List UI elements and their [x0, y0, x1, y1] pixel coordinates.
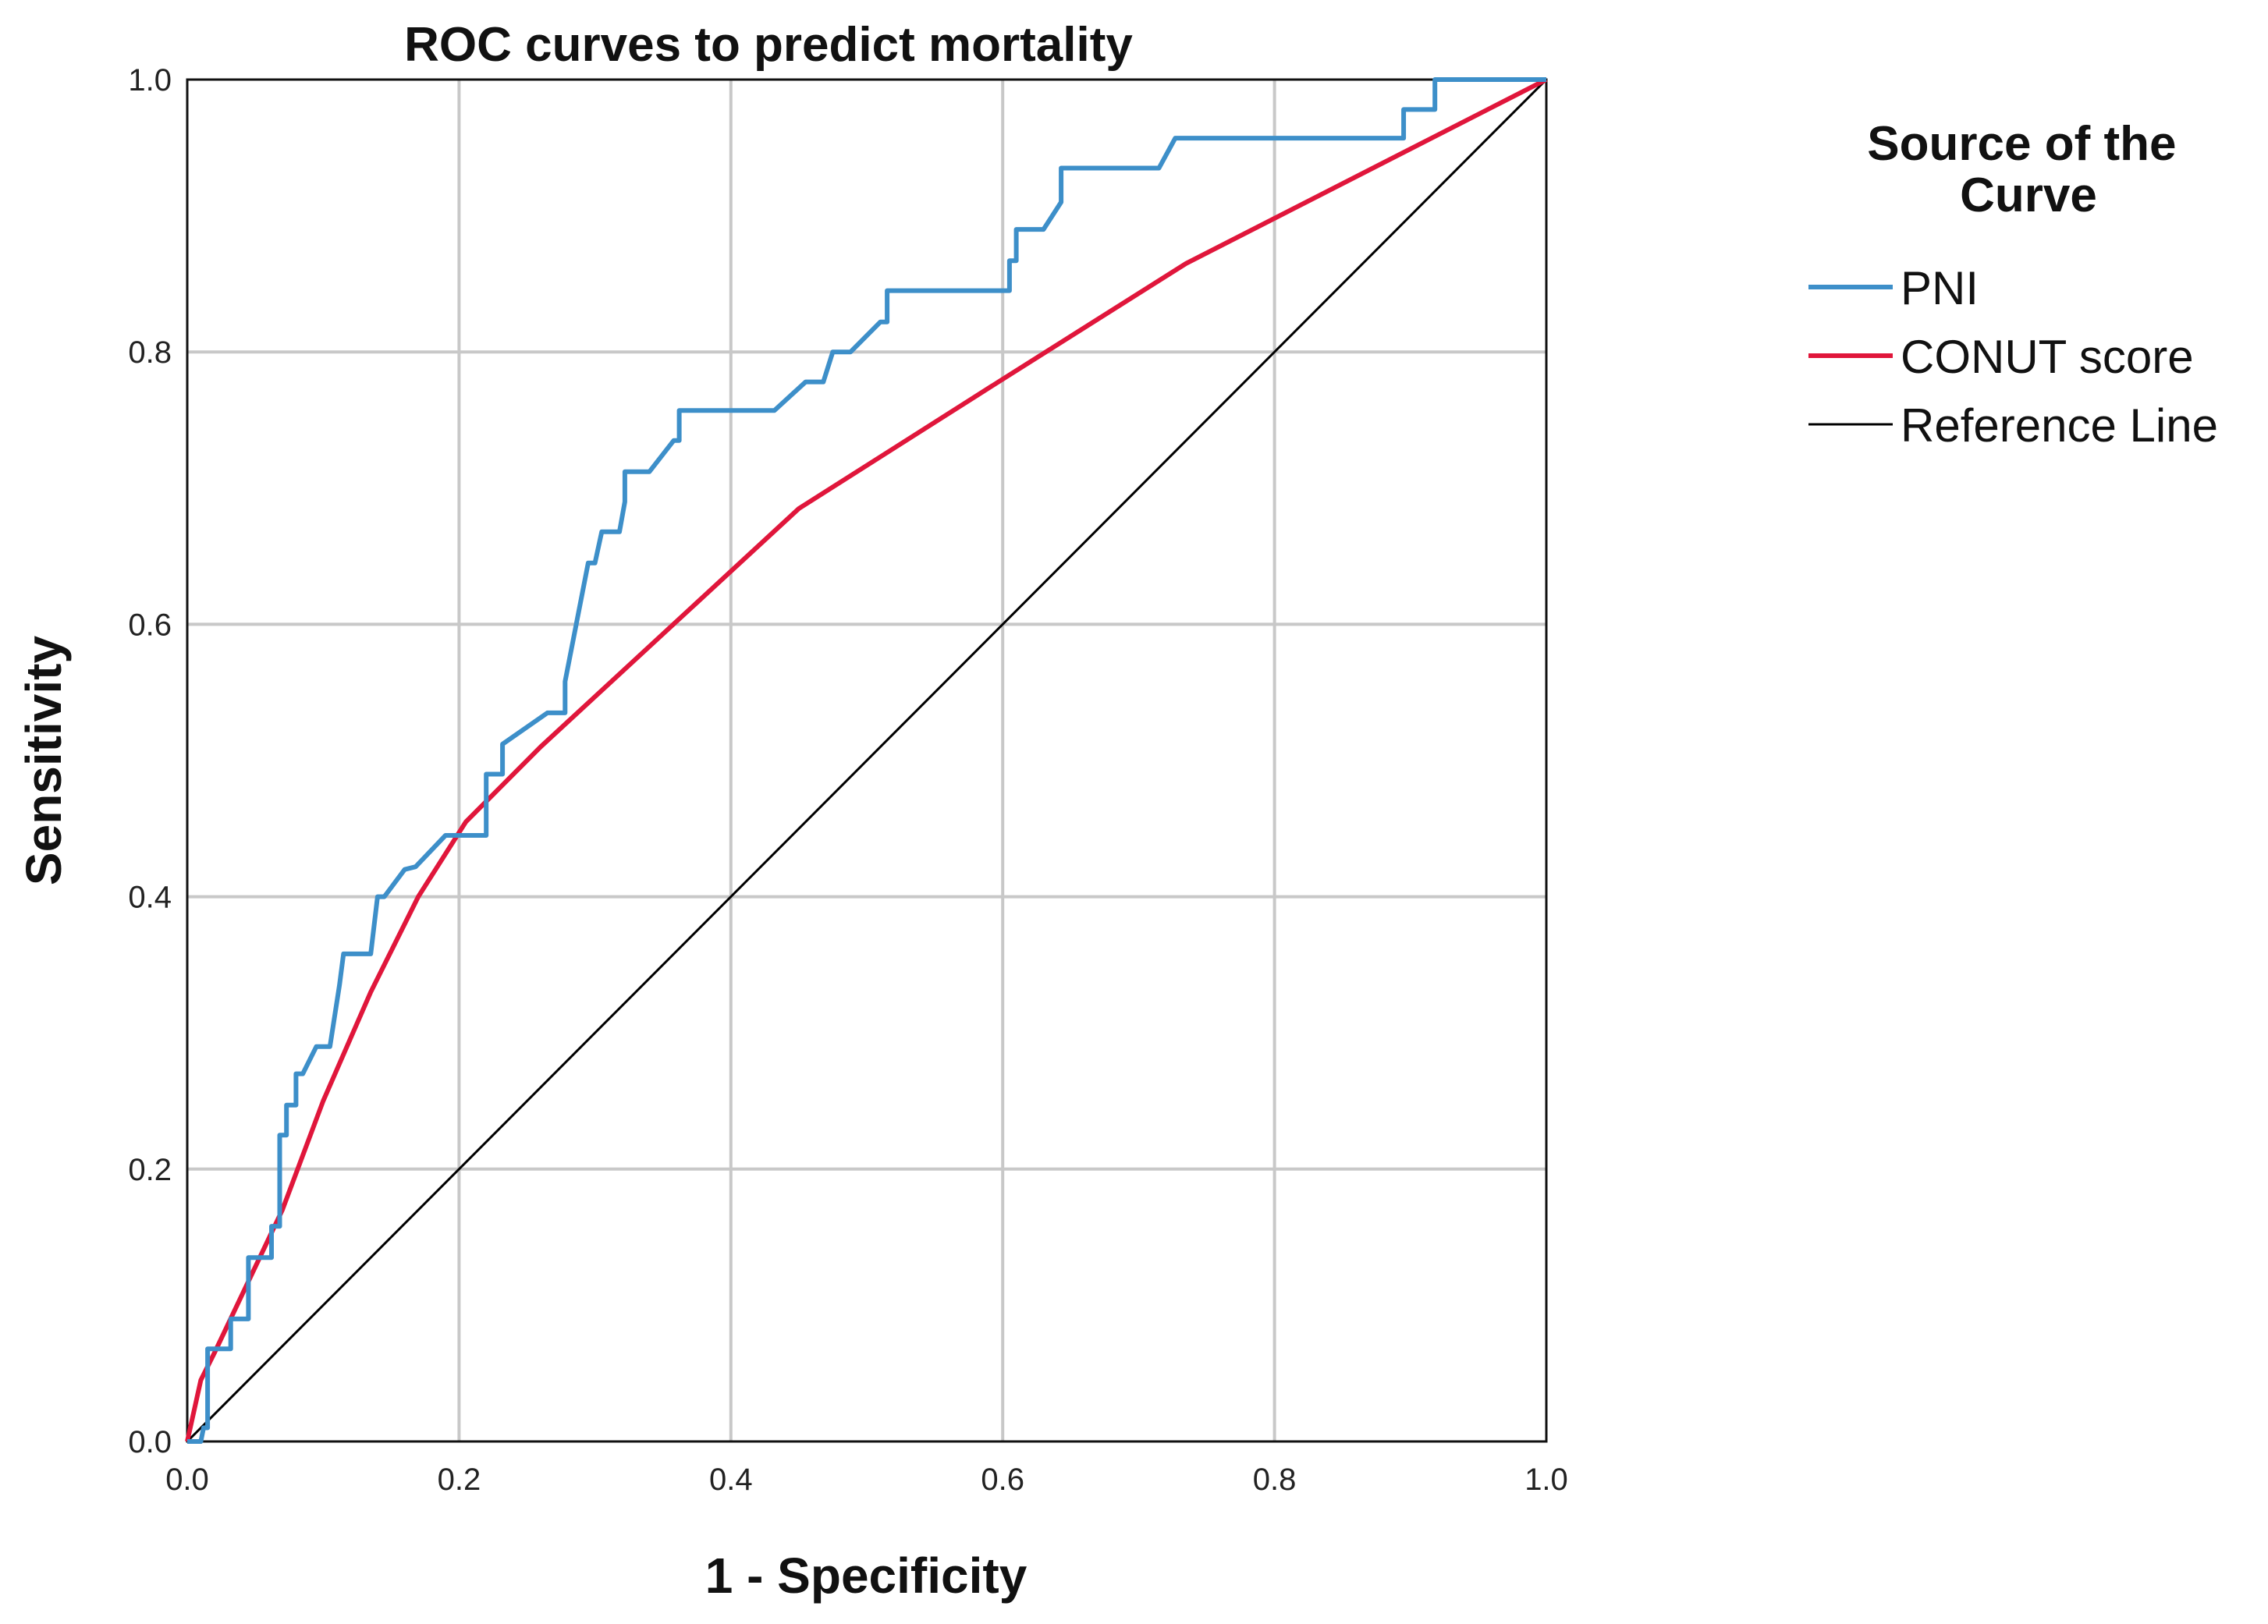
legend-label-reference-line: Reference Line — [1901, 399, 2218, 452]
legend-label-conut-score: CONUT score — [1901, 331, 2194, 383]
grid — [187, 80, 1546, 1441]
legend-title: Source of the Curve — [1867, 117, 2189, 222]
series-line-reference-line — [186, 78, 1548, 1443]
x-tick-label: 0.4 — [709, 1463, 753, 1497]
chart-title: ROC curves to predict mortality — [404, 18, 1133, 72]
x-tick-label: 1.0 — [1524, 1463, 1568, 1497]
x-tick-labels: 0.0 0.2 0.4 0.6 0.8 1.0 — [165, 1463, 1568, 1497]
x-axis-label: 1 - Specificity — [705, 1548, 1028, 1604]
series-group — [185, 77, 1548, 1444]
y-tick-label: 0.8 — [128, 335, 172, 370]
y-tick-labels: 0.0 0.2 0.4 0.6 0.8 1.0 — [128, 63, 172, 1459]
y-tick-label: 0.2 — [128, 1153, 172, 1187]
legend-label-pni: PNI — [1901, 262, 1979, 314]
y-tick-label: 0.0 — [128, 1425, 172, 1459]
x-tick-label: 0.6 — [981, 1463, 1024, 1497]
x-tick-label: 0.2 — [438, 1463, 481, 1497]
y-tick-label: 1.0 — [128, 63, 172, 98]
legend-items: PNI CONUT score Reference Line — [1808, 262, 2218, 452]
y-tick-label: 0.4 — [128, 881, 172, 915]
legend: Source of the Curve PNI CONUT score Refere… — [1808, 117, 2218, 452]
plot-frame — [186, 78, 1548, 1443]
y-axis-label: Sensitivity — [16, 636, 72, 886]
series-line-pni — [187, 77, 1546, 1444]
y-tick-label: 0.6 — [128, 608, 172, 642]
legend-title-line-2: Curve — [1960, 168, 2097, 222]
x-tick-label: 0.0 — [165, 1463, 209, 1497]
x-tick-label: 0.8 — [1253, 1463, 1297, 1497]
legend-title-line-1: Source of the — [1867, 117, 2176, 171]
series-line-conut-score — [185, 77, 1548, 1442]
